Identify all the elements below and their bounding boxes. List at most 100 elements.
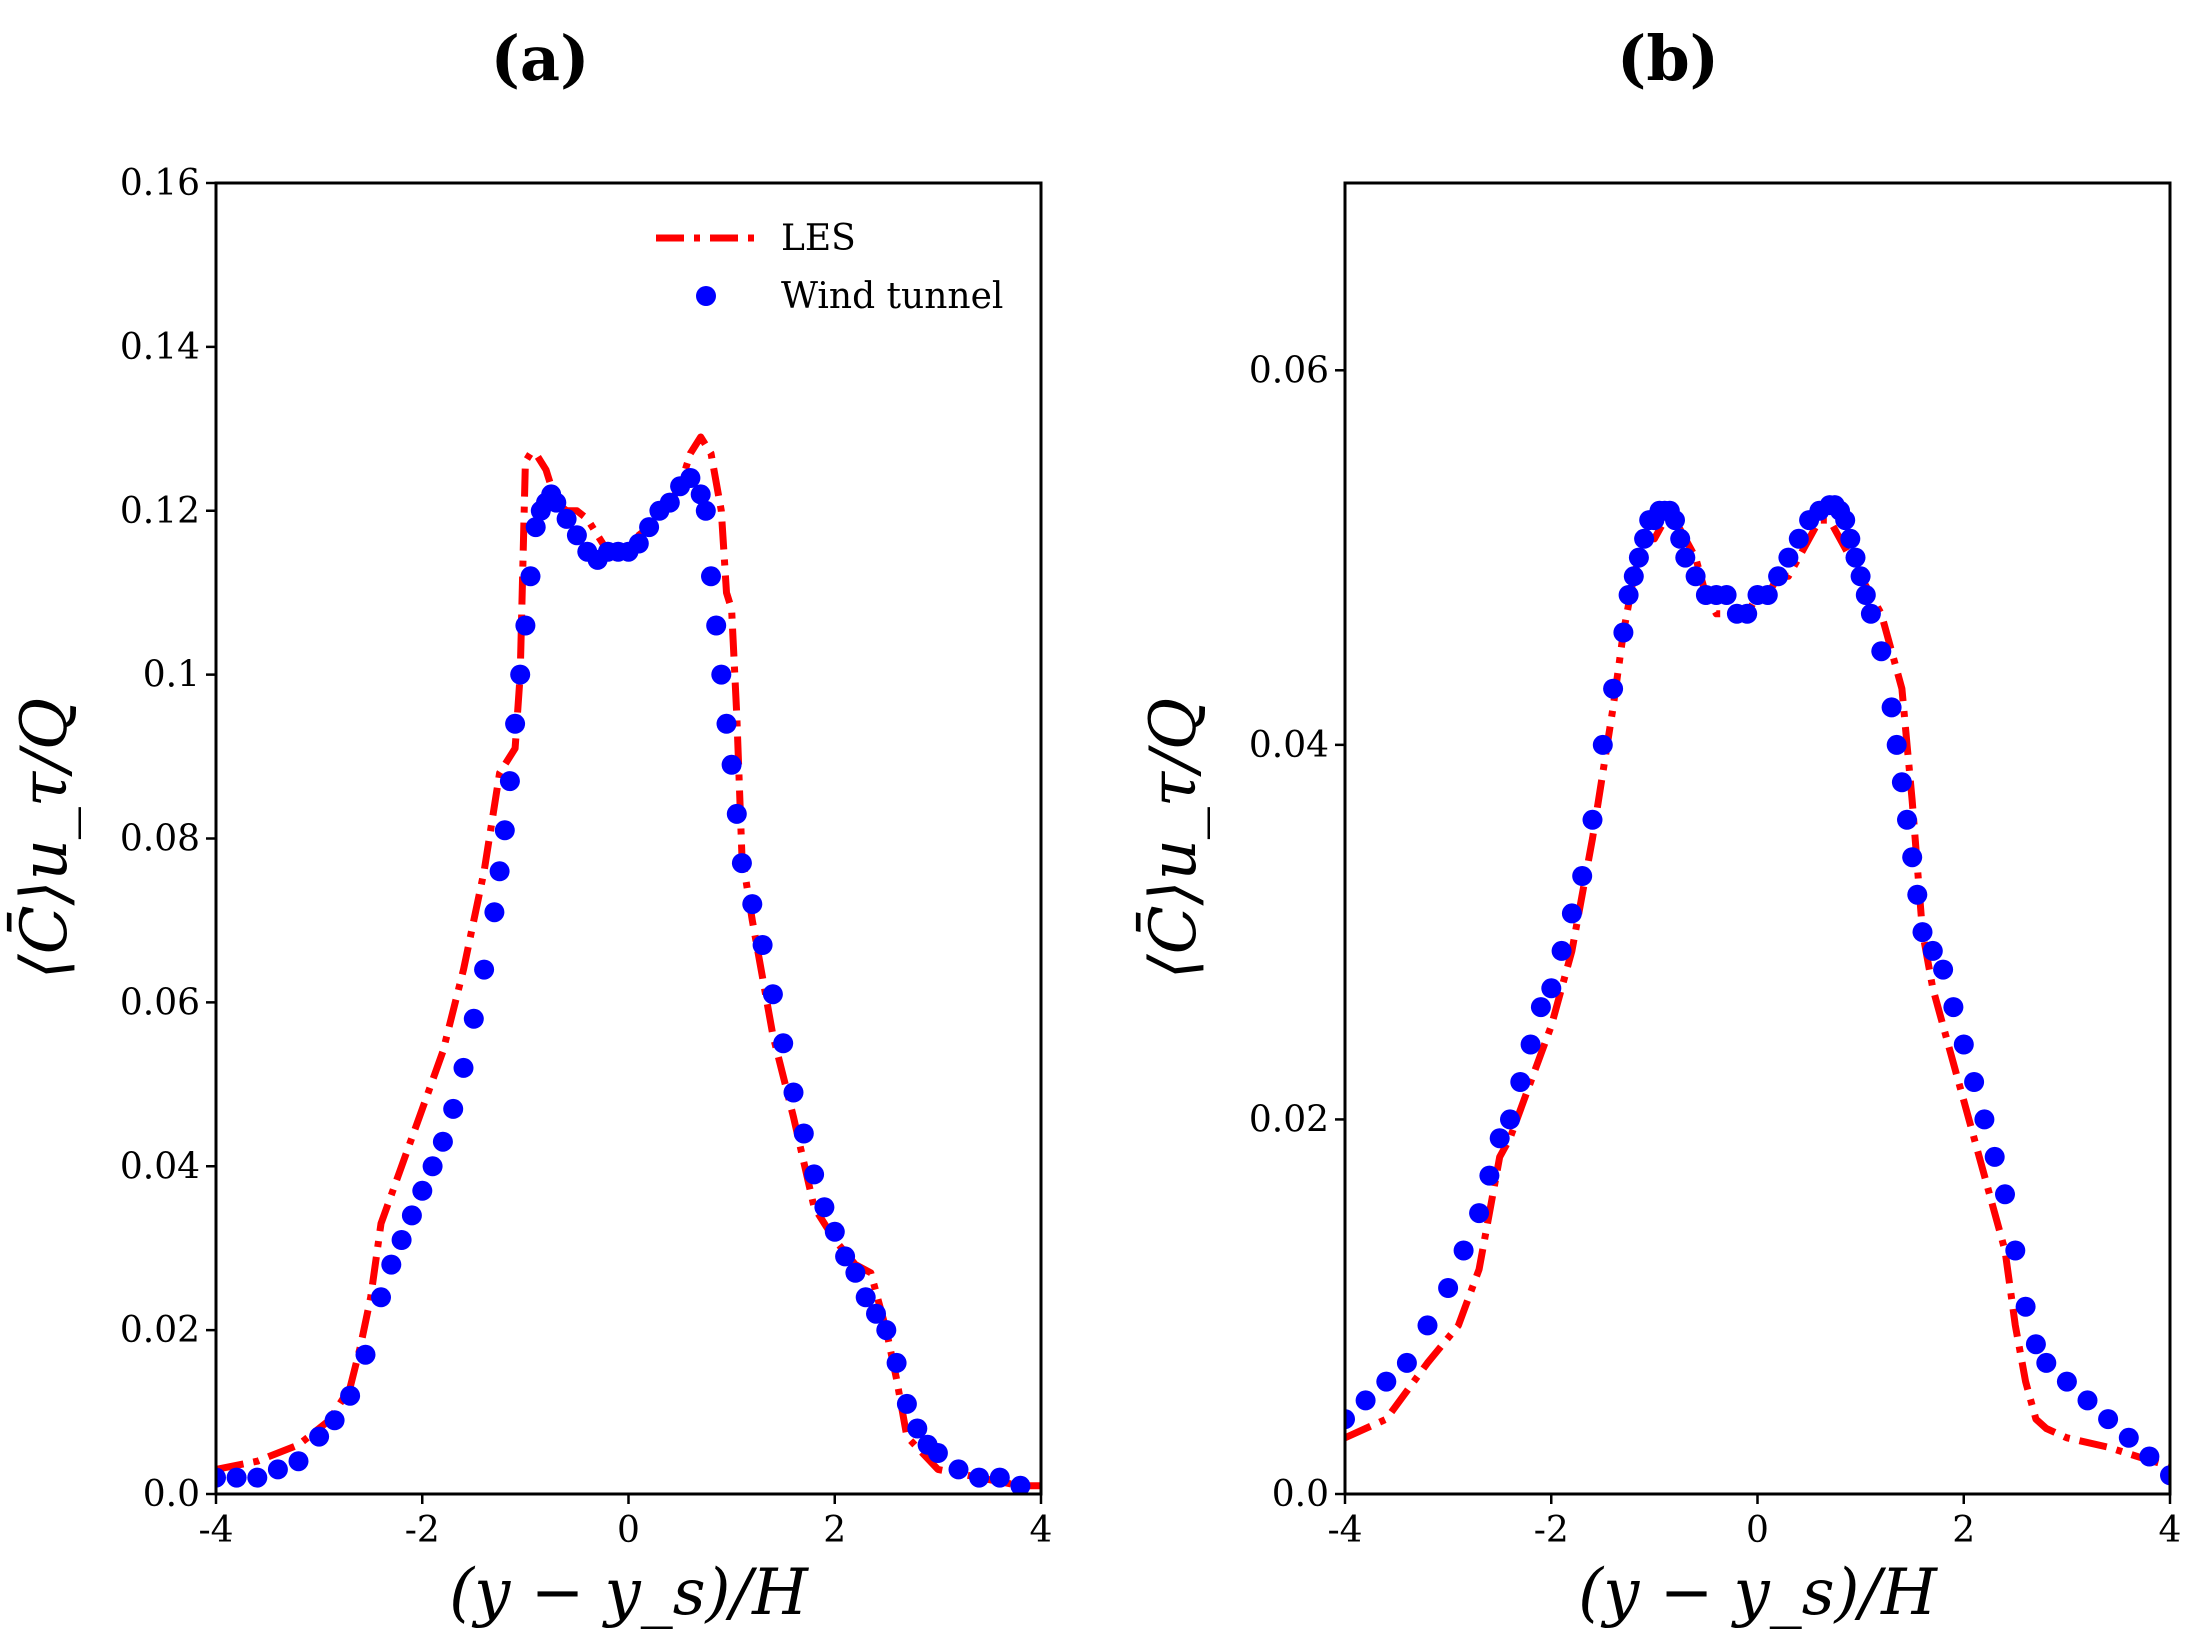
wind-tunnel-point: [731, 853, 752, 874]
wind-tunnel-point: [1860, 603, 1881, 624]
legend-wind-tunnel-swatch: [696, 286, 716, 306]
wind-tunnel-point: [1685, 566, 1706, 587]
wind-tunnel-point: [1995, 1184, 2015, 1205]
wind-tunnel-point: [1453, 1240, 1474, 1261]
x-axis-label: (y − y_s)/H: [449, 1556, 809, 1630]
wind-tunnel-point: [267, 1459, 288, 1480]
wind-tunnel-point: [1675, 547, 1696, 568]
legend-label-wind-tunnel: Wind tunnel: [781, 276, 1003, 317]
wind-tunnel-point: [1469, 1203, 1490, 1224]
wind-tunnel-point: [432, 1131, 453, 1152]
wind-tunnel-point: [1603, 678, 1624, 699]
wind-tunnel-point: [866, 1303, 886, 1324]
x-axis-label: (y − y_s)/H: [1578, 1556, 1938, 1630]
wind-tunnel-point: [1010, 1475, 1031, 1494]
wind-tunnel-point: [639, 517, 660, 538]
x-tick-label: -4: [198, 1510, 233, 1551]
y-tick-label: 0.0: [143, 1474, 200, 1515]
wind-tunnel-point: [443, 1098, 464, 1119]
wind-tunnel-point: [422, 1156, 443, 1177]
wind-tunnel-point: [1530, 997, 1551, 1018]
wind-tunnel-point: [1417, 1315, 1438, 1336]
wind-tunnel-point: [520, 566, 541, 587]
wind-tunnel-point: [546, 492, 567, 513]
wind-tunnel-point: [566, 525, 587, 546]
wind-tunnel-point: [1984, 1146, 2005, 1167]
plot-frame: [1343, 181, 2172, 1496]
panel-title: (b): [1617, 22, 1719, 95]
wind-tunnel-point: [412, 1180, 433, 1201]
x-tick-label: 0: [617, 1510, 640, 1551]
x-tick-label: 0: [1746, 1510, 1769, 1551]
wind-tunnel-point: [2036, 1352, 2057, 1373]
wind-tunnel-point: [773, 1033, 794, 1054]
x-tick-label: -2: [1534, 1510, 1569, 1551]
legend: LES Wind tunnel: [656, 218, 1003, 317]
wind-tunnel-point: [474, 959, 495, 980]
wind-tunnel-point: [1670, 528, 1691, 549]
wind-tunnel-point: [324, 1410, 345, 1431]
wind-tunnel-point: [1840, 528, 1861, 549]
wind-tunnel-point: [814, 1197, 835, 1218]
wind-tunnel-point: [1974, 1109, 1995, 1130]
wind-tunnel-point: [762, 984, 783, 1005]
wind-tunnel-point: [1623, 566, 1644, 587]
chart-panel-a: (a) -4 -2 0 2 4 0.0 0.02 0.04 0.06 0.08 0.1 0.12 0.14…: [6, 22, 1052, 1630]
wind-tunnel-point: [1592, 734, 1613, 755]
y-tick-label: 0.08: [120, 819, 200, 860]
les-line: [216, 433, 1041, 1490]
wind-tunnel-point: [1613, 622, 1634, 643]
wind-tunnel-point: [783, 1082, 804, 1103]
wind-tunnel-point: [515, 615, 536, 636]
wind-tunnel-point: [835, 1246, 856, 1267]
y-tick-label: 0.1: [143, 655, 200, 696]
wind-tunnel-point: [1438, 1278, 1459, 1298]
wind-tunnel-point: [226, 1467, 247, 1488]
wind-tunnel-point: [680, 468, 701, 488]
wind-tunnel-point: [628, 533, 649, 554]
x-tick-label: 2: [823, 1510, 846, 1551]
plot-frame: [214, 181, 1043, 1496]
wind-tunnel-point: [1922, 940, 1943, 961]
wind-tunnel-point: [752, 935, 773, 955]
wind-tunnel-point: [1355, 1390, 1376, 1411]
wind-tunnel-point: [391, 1230, 412, 1250]
les-line: [1345, 516, 2170, 1470]
wind-tunnel-point: [288, 1451, 309, 1472]
wind-tunnel-point: [1897, 809, 1917, 830]
wind-tunnel-point: [969, 1467, 990, 1488]
wind-tunnel-point: [742, 894, 763, 915]
wind-tunnel-point: [855, 1287, 876, 1308]
y-tick-label: 0.0: [1272, 1474, 1329, 1515]
wind-tunnel-point: [1520, 1034, 1541, 1055]
wind-tunnel-point: [489, 861, 510, 882]
wind-tunnel-point: [1855, 585, 1876, 605]
series-wind-tunnel: [216, 468, 1031, 1494]
wind-tunnel-point: [381, 1254, 402, 1275]
y-tick-label: 0.02: [120, 1310, 200, 1351]
wind-tunnel-point: [453, 1057, 474, 1078]
wind-tunnel-point: [1933, 959, 1954, 980]
wind-tunnel-point: [1345, 1409, 1355, 1430]
wind-tunnel-point: [1881, 697, 1902, 718]
series-les: [1345, 516, 2170, 1470]
wind-tunnel-point: [247, 1467, 268, 1488]
wind-tunnel-point: [711, 664, 732, 685]
wind-tunnel-point: [804, 1164, 825, 1185]
wind-tunnel-point: [2098, 1409, 2119, 1430]
wind-tunnel-point: [927, 1443, 948, 1463]
wind-tunnel-point: [793, 1123, 814, 1144]
wind-tunnel-point: [494, 820, 515, 841]
wind-tunnel-point: [721, 754, 742, 775]
x-tick-label: 4: [2159, 1510, 2182, 1551]
wind-tunnel-point: [499, 771, 520, 792]
wind-tunnel-point: [505, 713, 526, 734]
wind-tunnel-point: [1768, 566, 1789, 587]
wind-tunnel-point: [1479, 1165, 1500, 1186]
wind-tunnel-point: [1912, 922, 1933, 943]
wind-tunnel-point: [1871, 641, 1892, 662]
wind-tunnel-point: [1964, 1072, 1985, 1092]
wind-tunnel-point: [1788, 528, 1809, 549]
wind-tunnel-point: [1891, 772, 1912, 793]
